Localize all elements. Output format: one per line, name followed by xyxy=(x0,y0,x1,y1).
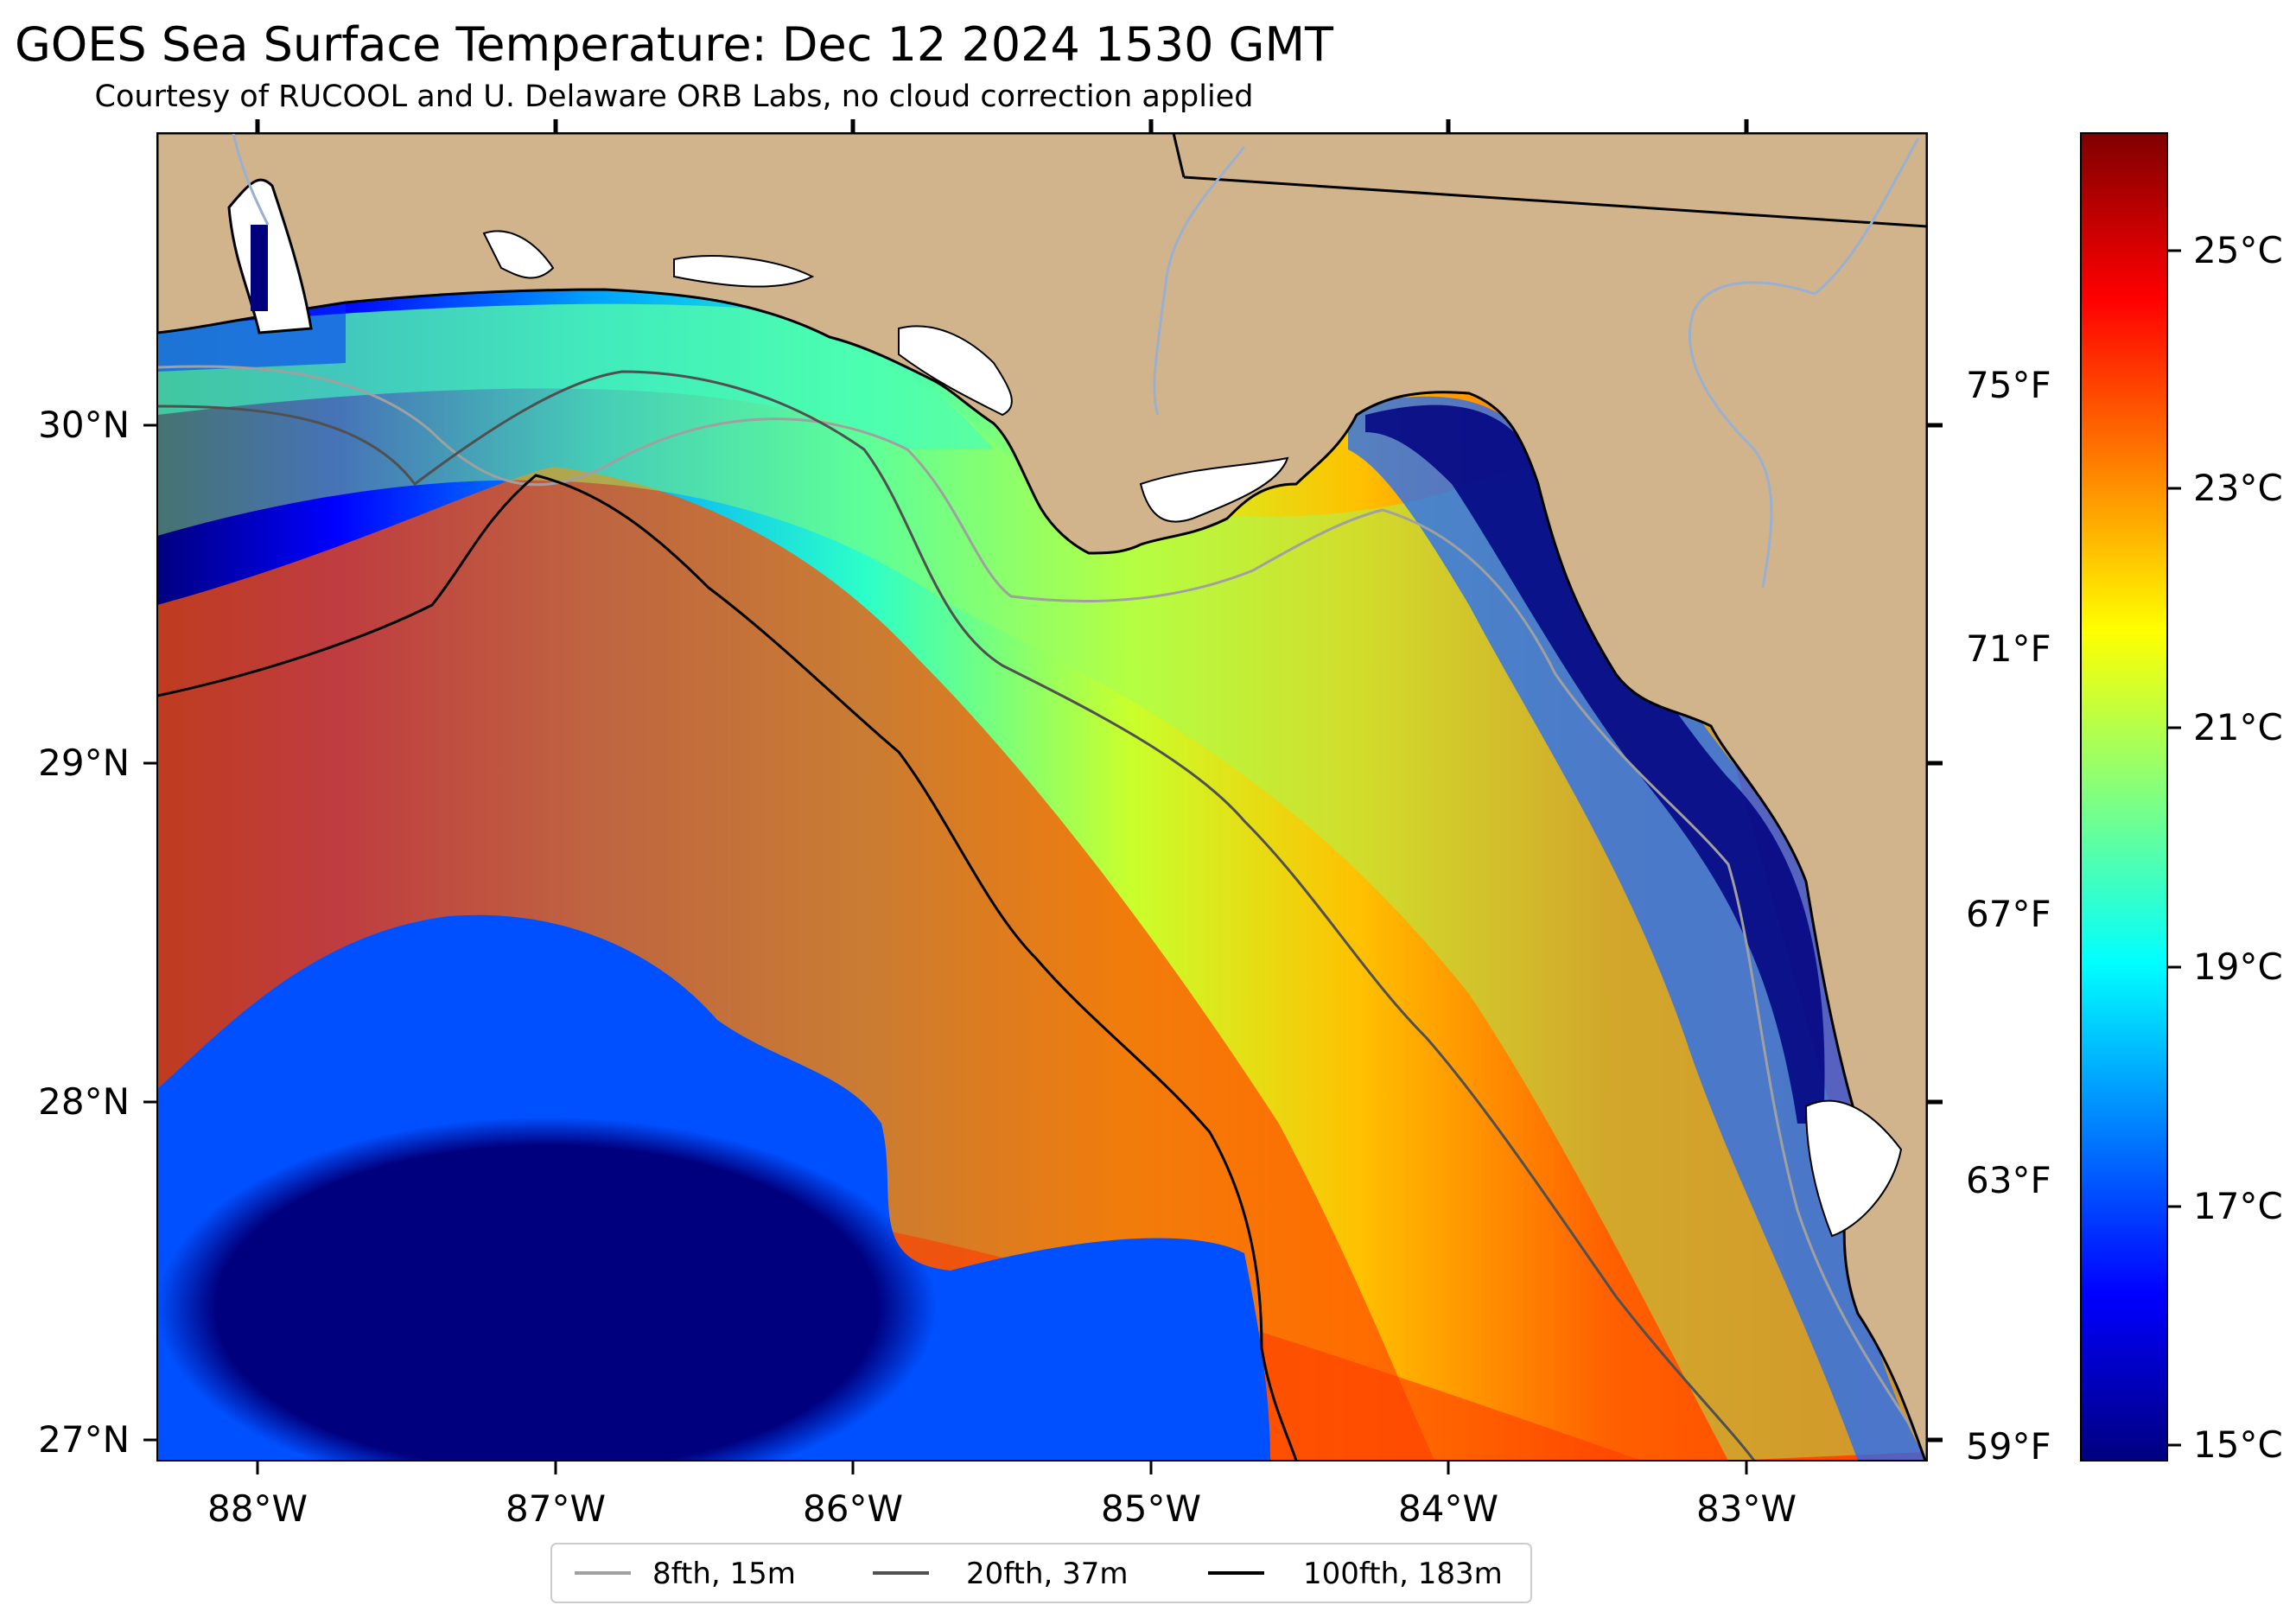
celsius-tick-label: 23°C xyxy=(2193,467,2283,509)
contour-100fth xyxy=(157,474,1298,1461)
contour-20fth xyxy=(157,370,1756,1461)
fahrenheit-tick-label: 71°F xyxy=(1966,627,2051,670)
lon-tick-label: 87°W xyxy=(506,1487,606,1530)
lon-tick-label: 88°W xyxy=(207,1487,308,1530)
lat-tick-label: 30°N xyxy=(38,404,130,446)
colorbar-gradient xyxy=(2080,132,2168,1462)
fahrenheit-tick-label: 63°F xyxy=(1966,1159,2051,1201)
fahrenheit-tick-label: 67°F xyxy=(1966,893,2051,935)
map-frame xyxy=(156,132,1928,1462)
land xyxy=(157,133,1927,1461)
lat-tick-label: 28°N xyxy=(38,1080,130,1123)
celsius-tick-label: 17°C xyxy=(2193,1185,2283,1227)
celsius-tick-label: 21°C xyxy=(2193,706,2283,748)
fahrenheit-tick-label: 59°F xyxy=(1966,1425,2051,1468)
legend-label-8fth: 8fth, 15m xyxy=(652,1557,796,1591)
lat-tick-label: 27°N xyxy=(38,1418,130,1461)
chart-title: GOES Sea Surface Temperature: Dec 12 202… xyxy=(14,17,1334,72)
contour-legend: 8fth, 15m 20fth, 37m 100fth, 183m xyxy=(550,1543,1532,1603)
sst-field xyxy=(157,133,1927,1461)
fahrenheit-tick-label: 75°F xyxy=(1966,364,2051,406)
lon-tick-label: 85°W xyxy=(1101,1487,1201,1530)
lat-tick-label: 29°N xyxy=(38,742,130,784)
legend-label-20fth: 20fth, 37m xyxy=(966,1557,1129,1591)
lon-tick-label: 83°W xyxy=(1696,1487,1797,1530)
longitude-axis: 88°W 87°W 86°W 85°W 84°W 83°W xyxy=(207,119,1797,1530)
latitude-axis: 30°N 29°N 28°N 27°N xyxy=(38,404,1943,1461)
lon-tick-label: 86°W xyxy=(803,1487,903,1530)
legend-label-100fth: 100fth, 183m xyxy=(1303,1557,1503,1591)
celsius-tick-label: 25°C xyxy=(2193,229,2283,271)
chart-subtitle: Courtesy of RUCOOL and U. Delaware ORB L… xyxy=(94,80,1254,114)
fahrenheit-scale: 75°F 71°F 67°F 63°F 59°F xyxy=(1966,364,2051,1468)
contour-8fth xyxy=(157,365,1927,1453)
celsius-tick-label: 15°C xyxy=(2193,1423,2283,1466)
lon-tick-label: 84°W xyxy=(1398,1487,1498,1530)
colorbar: 25°C 23°C 21°C 19°C 17°C 15°C xyxy=(2080,132,2283,1466)
celsius-tick-label: 19°C xyxy=(2193,946,2283,988)
